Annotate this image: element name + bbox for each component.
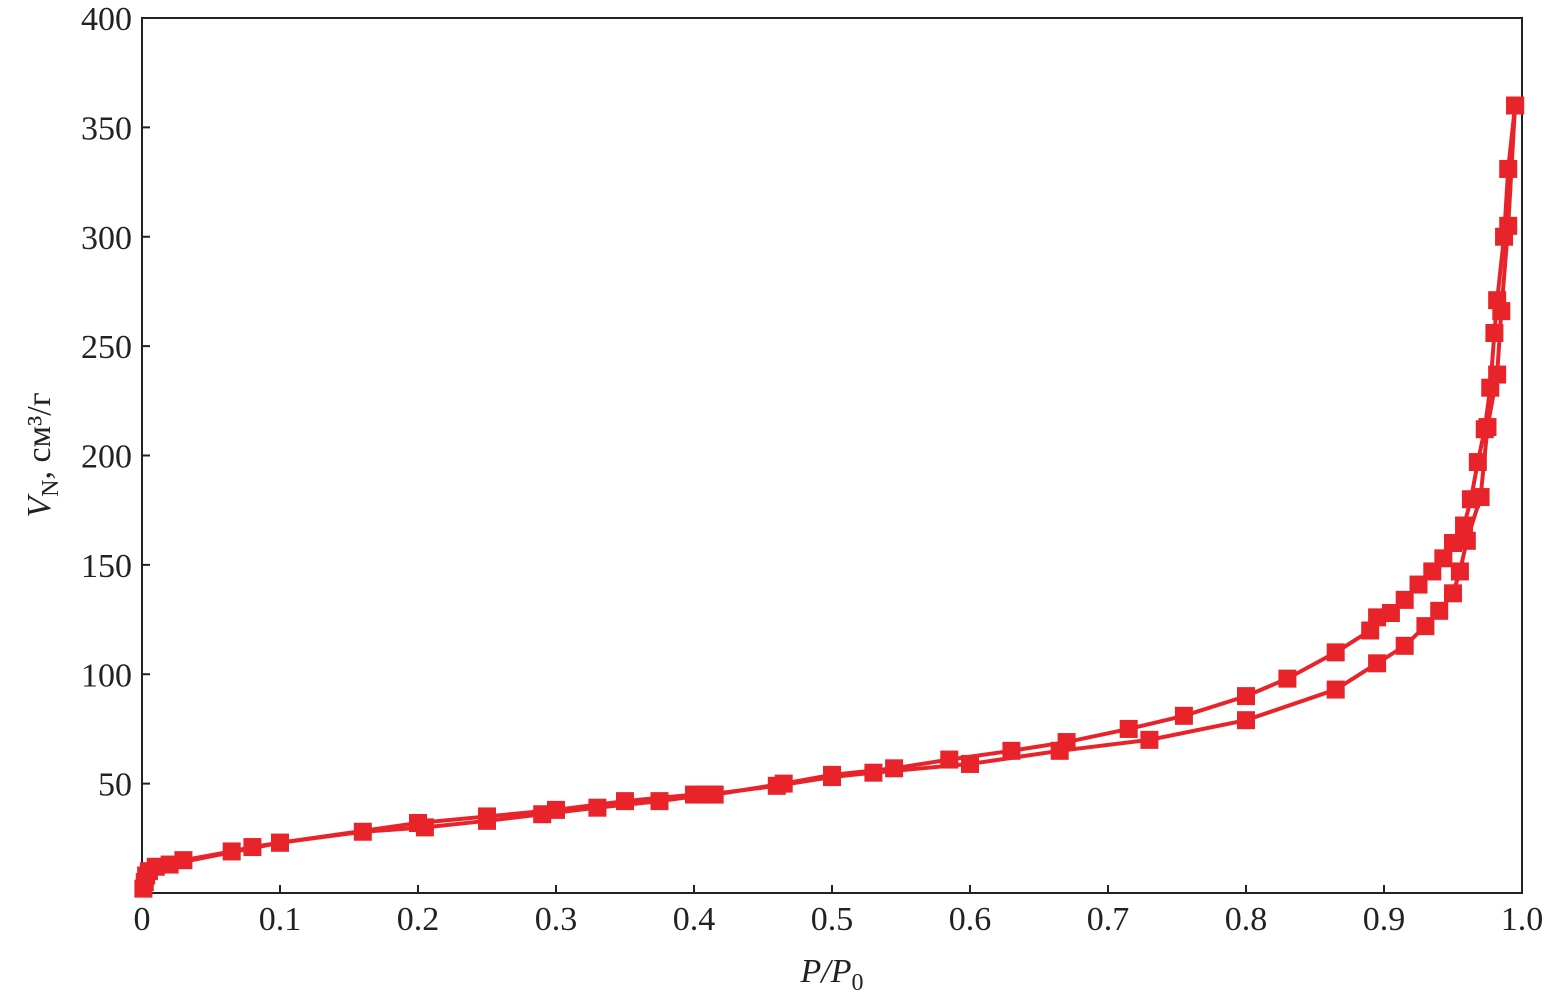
marker [940, 750, 959, 769]
marker [1140, 730, 1159, 749]
marker [885, 759, 904, 778]
y-tick-label: 100 [81, 657, 132, 694]
plot-frame [141, 17, 1523, 894]
x-tick-label: 0.6 [949, 901, 992, 938]
marker [650, 792, 669, 811]
marker [1361, 621, 1380, 640]
x-axis-label: P/P0 [800, 953, 864, 996]
marker [160, 855, 179, 874]
marker [1461, 490, 1480, 509]
marker [1409, 575, 1428, 594]
marker [1495, 227, 1514, 246]
marker [685, 785, 703, 804]
x-label-sub: 0 [851, 970, 863, 996]
marker [271, 833, 289, 852]
marker [409, 814, 427, 832]
y-label-rest: , см³/г [21, 392, 58, 479]
marker [961, 754, 979, 773]
x-tick-label: 1.0 [1501, 901, 1544, 938]
marker [146, 857, 165, 876]
marker [1506, 96, 1525, 115]
x-tick-label: 0.1 [259, 901, 302, 938]
marker [1395, 636, 1414, 655]
marker [1481, 378, 1500, 397]
y-tick-label: 400 [81, 1, 132, 38]
marker [1444, 534, 1462, 552]
marker [705, 785, 724, 804]
x-tick-label: 0.2 [397, 901, 440, 938]
x-tick-label: 0.8 [1225, 901, 1268, 938]
marker [1499, 159, 1518, 178]
marker [823, 765, 841, 784]
x-tick-label: 0.7 [1087, 901, 1130, 938]
marker [1326, 680, 1345, 699]
marker [1450, 562, 1469, 581]
x-tick-label: 0.5 [811, 901, 854, 938]
y-axis-label: VN, см³/г [21, 392, 64, 517]
marker [1416, 617, 1435, 636]
marker [1002, 741, 1021, 760]
y-label-sub: N [38, 480, 64, 497]
x-tick-label: 0.4 [673, 901, 716, 938]
marker [1368, 654, 1387, 673]
x-label-main: P/P [800, 953, 852, 990]
marker [1423, 562, 1442, 581]
y-tick-label: 300 [81, 220, 132, 257]
x-tick-label: 0.3 [535, 901, 578, 938]
y-tick-label: 250 [81, 329, 132, 366]
marker [616, 792, 634, 811]
y-tick-label: 150 [81, 548, 132, 585]
marker [1455, 516, 1474, 535]
marker [588, 798, 607, 817]
x-tick-label: 0.9 [1363, 901, 1406, 938]
y-tick-label: 200 [81, 439, 132, 476]
marker [1430, 601, 1449, 620]
marker [1488, 291, 1507, 310]
series-line [169, 105, 1518, 867]
marker [1444, 584, 1462, 603]
marker [478, 807, 496, 826]
marker [1237, 711, 1255, 730]
x-tick-label: 0 [134, 901, 151, 938]
marker [1119, 719, 1138, 738]
marker [1057, 733, 1076, 752]
marker [1237, 687, 1255, 706]
marker [1326, 643, 1345, 662]
marker [1174, 706, 1193, 725]
marker [1468, 453, 1487, 472]
marker [1475, 420, 1494, 439]
y-tick-label: 350 [81, 110, 132, 147]
marker [1485, 324, 1504, 342]
marker [547, 800, 565, 819]
marker [1457, 531, 1476, 550]
marker [1381, 604, 1400, 622]
marker [1278, 669, 1297, 688]
y-tick-label: 50 [98, 767, 132, 804]
marker [774, 774, 793, 793]
marker [1395, 590, 1414, 609]
